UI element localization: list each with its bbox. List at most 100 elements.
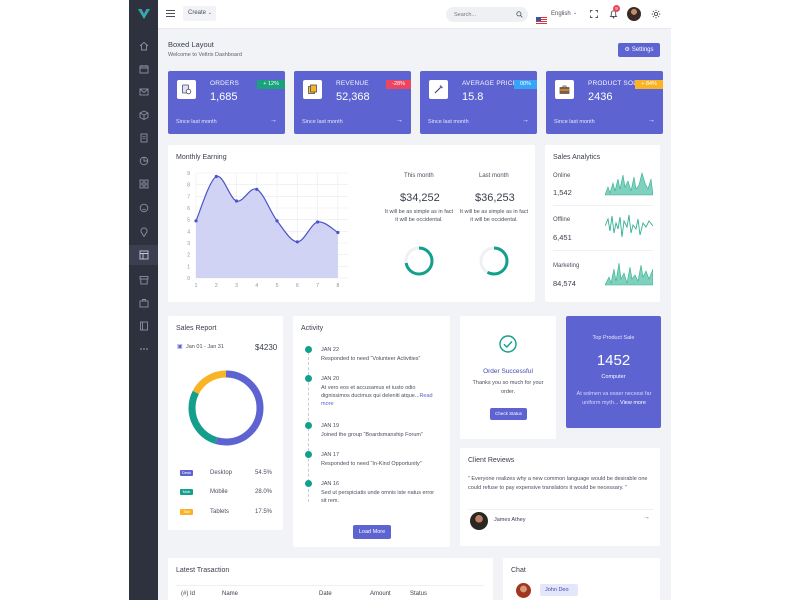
stat-card-product-sold[interactable]: PRODUCT SOLD 2436 + 84% Since last month… [546,71,663,134]
last-month-value: $36,253 [475,192,515,204]
activity-date: JAN 19 [321,423,340,429]
stat-value: 1,685 [210,91,238,103]
settings-label: Settings [631,47,654,53]
sales-report-title: Sales Report [176,325,217,332]
search-icon[interactable] [516,11,523,18]
donut-segment-mobile [188,370,264,446]
activity-date: JAN 16 [321,481,340,487]
area-line [195,175,339,243]
y-tick-label: 3 [187,241,190,247]
more-icon[interactable] [138,343,149,354]
stat-badge: + 84% [635,80,663,89]
layout-icon[interactable] [129,245,158,265]
stat-footer: Since last month [554,119,595,125]
chat-card: Chat John Deo [503,558,660,600]
stat-card-average-price[interactable]: AVERAGE PRICE 15.8 00% Since last month … [420,71,537,134]
activity-card: Activity JAN 22 Responded to need “Volun… [293,316,450,547]
arrow-right-icon[interactable]: → [522,117,529,124]
activity-date: JAN 22 [321,347,340,353]
language-label[interactable]: English [551,11,571,17]
arrow-right-icon[interactable]: → [270,117,277,124]
timeline-dot [305,422,312,429]
data-point [255,187,259,191]
arrow-right-icon[interactable]: → [643,514,650,521]
stat-card-revenue[interactable]: REVENUE 52,368 -28% Since last month → [294,71,411,134]
box-icon[interactable] [138,109,149,120]
view-more-link[interactable]: View more [620,400,646,406]
sales-total: $4230 [255,343,278,352]
chat-name: John Deo [540,584,578,596]
pie-chart-icon[interactable] [138,155,149,166]
last-month-label: Last month [479,173,509,179]
stat-label: PRODUCT SOLD [588,80,642,87]
y-tick-label: 8 [187,183,190,189]
smiley-icon[interactable] [138,202,149,213]
read-more-link[interactable]: Read more [321,393,433,407]
activity-text: Responded to need “In-Kind Opportunity” [321,461,422,467]
chat-title: Chat [511,567,526,574]
desktop-percent: 54.5% [255,470,273,476]
settings-button[interactable]: ⚙ Settings [618,43,660,57]
archive-icon[interactable] [138,274,149,285]
review-quote: ” Everyone realizes why a new common lan… [468,476,648,491]
y-tick-label: 7 [187,194,190,200]
data-point [336,230,340,235]
topbar: Create ⌄ English ⌄ 9 [158,0,671,29]
dashboard-icon[interactable] [138,40,149,51]
book-icon[interactable] [138,320,149,331]
stat-badge: -28% [386,80,411,89]
sales-analytics-card: Sales Analytics Online 1,542 Offline 6,4… [545,145,660,302]
create-dropdown[interactable]: Create ⌄ [183,6,216,21]
price-tag-icon [429,80,448,99]
check-status-button[interactable]: Check Status [490,408,527,420]
search-box[interactable] [446,7,528,22]
activity-text: Sed ut perspiciatis unde omnis iste natu… [321,490,435,504]
stat-value: 15.8 [462,91,484,103]
tablets-percent: 17.5% [255,509,273,515]
load-more-button[interactable]: Load More [353,525,391,539]
this-month-label: This month [404,173,434,179]
page-title: Boxed Layout [168,40,214,49]
date-range[interactable]: Jan 01 - Jan 31 [186,344,224,350]
transaction-title: Latest Trasaction [176,567,230,574]
timeline-dot [305,346,312,353]
timeline-dot [305,480,312,487]
y-tick-label: 6 [187,206,190,212]
briefcase-sidebar-icon[interactable] [138,297,149,308]
fullscreen-icon[interactable] [590,10,598,18]
y-tick-label: 4 [187,229,190,235]
online-value: 1,542 [553,188,572,197]
stat-footer: Since last month [428,119,469,125]
x-tick-label: 1 [195,283,198,289]
stat-card-orders[interactable]: ORDERS 1,685 + 12% Since last month → [168,71,285,134]
this-month-donut [404,246,434,276]
x-tick-label: 5 [276,283,279,289]
arrow-right-icon[interactable]: → [648,117,655,124]
marketing-label: Marketing [553,263,580,269]
y-tick-label: 0 [187,276,190,282]
grid-icon[interactable] [138,178,149,189]
mail-icon[interactable] [138,86,149,97]
logo-icon[interactable] [137,7,151,21]
us-flag-icon[interactable] [536,11,547,24]
top-product-category: Computer [601,374,626,380]
map-pin-icon[interactable] [138,226,149,237]
x-tick-label: 4 [255,283,258,289]
calendar-icon[interactable] [138,63,149,74]
monthly-earning-title: Monthly Earning [176,154,227,161]
x-tick-label: 2 [215,283,218,289]
document-icon[interactable] [138,132,149,143]
divider [553,250,653,251]
hamburger-menu-icon[interactable] [166,10,175,17]
stat-value: 52,368 [336,91,370,103]
desktop-label: Desktop [210,470,233,476]
user-avatar[interactable] [627,7,641,21]
gear-icon[interactable] [651,9,661,19]
column-name: Name [222,591,239,597]
mobile-label: Mobile [210,489,228,495]
search-input[interactable] [454,10,509,19]
data-point [214,174,218,179]
arrow-right-icon[interactable]: → [396,117,403,124]
chevron-down-icon: ⌄ [207,10,212,16]
sales-analytics-title: Sales Analytics [553,154,601,161]
